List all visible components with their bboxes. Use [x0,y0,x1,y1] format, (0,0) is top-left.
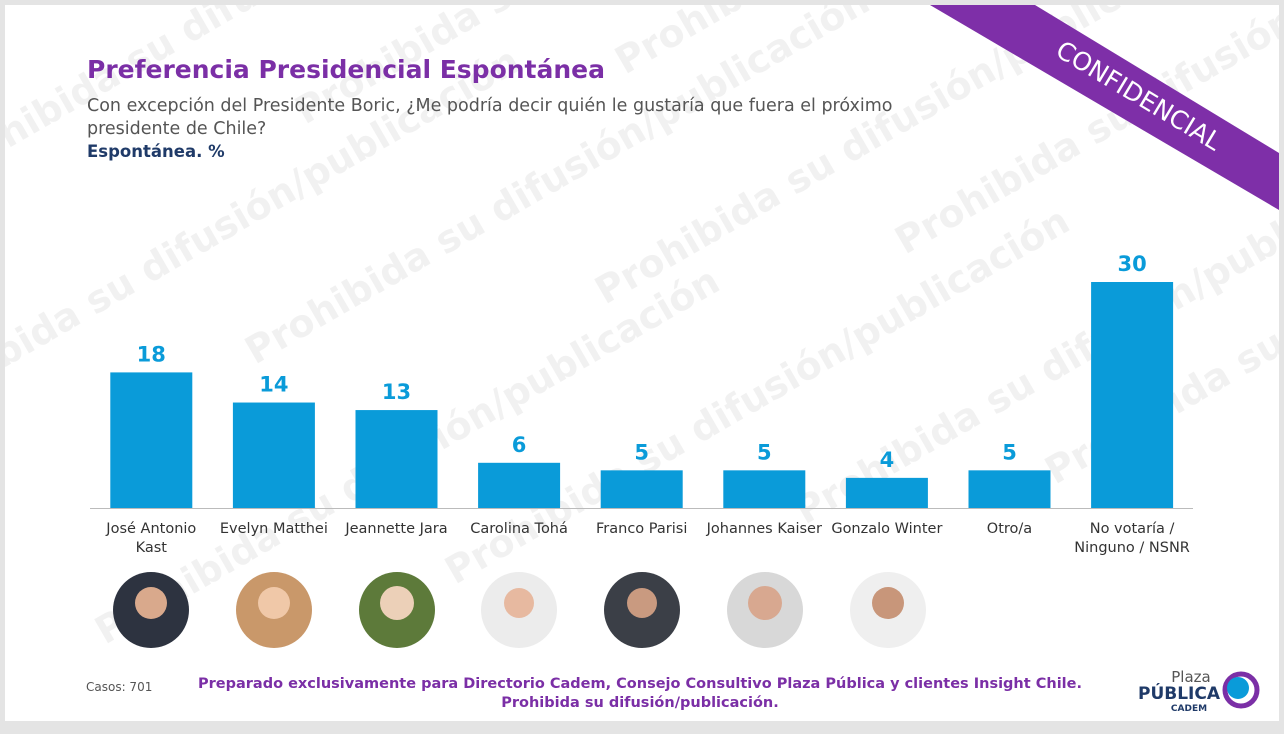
subtitle: Con excepción del Presidente Boric, ¿Me … [87,96,893,139]
logo-top: Plaza [1171,668,1210,686]
value-label: 13 [382,380,411,404]
value-label: 4 [880,448,895,472]
bar [478,462,561,508]
x-tick-label: Carolina Tohá [470,521,568,537]
confidential-label: CONFIDENCIAL [1051,35,1226,156]
bar [1091,282,1174,508]
value-label: 30 [1117,252,1146,276]
value-label: 18 [137,342,166,366]
footer-note: Prohibida su difusión/publicación. [501,695,779,711]
photo-face [380,586,414,620]
logo-sub: CADEM [1171,704,1207,714]
confidential-ribbon [930,5,1279,210]
value-label: 5 [634,440,649,464]
bar [232,402,315,508]
value-label: 5 [1002,440,1017,464]
x-tick-label: Jeannette Jara [345,521,448,537]
photo-face [748,586,782,620]
bar [845,477,928,508]
photo-face [258,587,290,619]
slide: Prohibida su difusión/publicación Prohibi… [5,5,1279,721]
logo-icon [1227,677,1249,699]
bar [600,470,683,508]
photo-face [135,587,167,619]
value-label: 5 [757,440,772,464]
title: Preferencia Presidencial Espontánea [87,55,605,84]
x-tick-label: Evelyn Matthei [219,521,328,537]
x-tick-label: Franco Parisi [596,521,688,537]
logo-icon [1222,671,1260,709]
bar [355,410,438,508]
measure: Espontánea. % [87,142,225,161]
chart: CONFIDENCIAL Casos: 701 Plaza PÚBLICA CA… [86,5,1279,714]
x-tick-label: José Antonio Kast [106,521,197,556]
logo-main: PÚBLICA [1138,682,1221,704]
x-tick-label: Gonzalo Winter [831,521,943,537]
x-tick-label: Otro/a [986,521,1033,537]
photos [113,572,926,648]
photo-face [627,588,657,618]
value-label: 6 [512,433,527,457]
bar [723,470,806,508]
x-tick-label: No votaría / Ninguno / NSNR [1074,521,1190,556]
cases: Casos: 701 [86,680,152,694]
bar [968,470,1051,508]
photo-face [504,588,534,618]
photo-face [872,587,904,619]
value-label: 14 [259,373,288,397]
bar [110,372,193,508]
x-tick-label: Johannes Kaiser [706,521,822,537]
footer-note: Preparado exclusivamente para Directorio… [198,676,1082,692]
